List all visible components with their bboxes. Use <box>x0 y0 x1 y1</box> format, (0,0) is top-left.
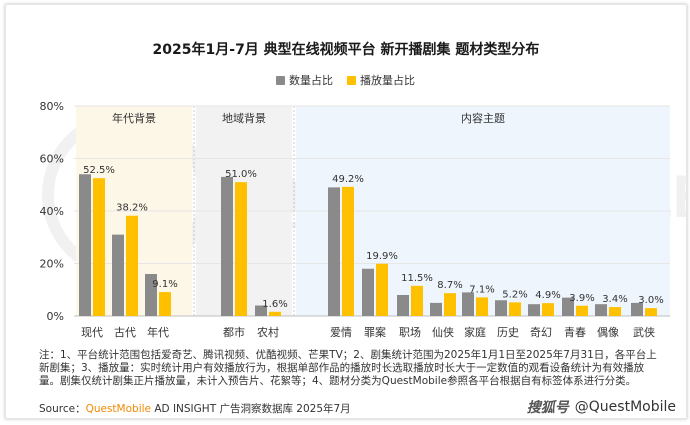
x-tick-label: 偶像 <box>597 326 619 339</box>
data-label-plays: 8.7% <box>437 280 462 291</box>
x-tick-label: 历史 <box>497 326 519 339</box>
x-tick-label: 爱情 <box>330 326 352 339</box>
bar-plays <box>269 311 281 316</box>
bar-count <box>79 174 91 316</box>
source-line: Source：QuestMobile AD INSIGHT 广告洞察数据库 20… <box>39 401 351 416</box>
data-label-plays: 49.2% <box>332 174 364 185</box>
bar-plays <box>376 263 388 316</box>
data-label-plays: 5.2% <box>502 289 527 300</box>
bar-count <box>631 302 643 316</box>
x-tick-label: 仙侠 <box>432 326 454 339</box>
x-tick-label: 罪案 <box>364 325 386 339</box>
chart-title: 2025年1月-7月 典型在线视频平台 新开播剧集 题材类型分布 <box>152 42 540 58</box>
x-tick-label: 家庭 <box>464 325 486 339</box>
x-tick-label: 都市 <box>223 325 245 339</box>
bar-count <box>362 268 374 316</box>
y-tick-label: 40% <box>40 205 64 218</box>
footnotes: 注：1、平台统计范围包括爱奇艺、腾讯视频、优酷视频、芒果TV；2、剧集统计范围为… <box>39 349 657 387</box>
legend: 数量占比 播放量占比 <box>276 72 415 88</box>
bar-plays <box>235 182 247 316</box>
bar-count <box>145 274 157 316</box>
data-label-plays: 11.5% <box>401 273 433 284</box>
source-brand: QuestMobile <box>85 403 151 415</box>
bar-plays <box>342 186 354 316</box>
bar-count <box>430 302 442 316</box>
y-tick-label: 20% <box>40 258 64 271</box>
x-tick-label: 奇幻 <box>530 326 552 339</box>
bar-count <box>495 300 507 316</box>
legend-label-count: 数量占比 <box>289 74 333 87</box>
watermark-logo: 搜狐号 <box>526 400 569 416</box>
legend-swatch-plays <box>347 75 356 85</box>
bar-plays <box>93 178 105 316</box>
bar-count <box>595 304 607 316</box>
bar-plays <box>645 308 657 316</box>
bar-count <box>112 234 124 316</box>
group-label: 地域背景 <box>222 111 266 125</box>
source-prefix: Source： <box>39 403 86 415</box>
bar-plays <box>509 302 521 316</box>
chart-card: QUEST MOBILE 2025年1月-7月 典型在线视频平台 新开播剧集 题… <box>5 4 687 419</box>
x-tick-label: 青春 <box>564 326 586 339</box>
bar-count <box>255 305 267 316</box>
data-label-plays: 52.5% <box>83 165 115 176</box>
x-tick-label: 武侠 <box>633 326 655 339</box>
x-tick-label: 古代 <box>114 326 136 339</box>
bar-count <box>528 304 540 316</box>
legend-item-count: 数量占比 <box>276 72 333 88</box>
data-label-plays: 51.0% <box>225 169 257 180</box>
bar-plays <box>444 293 456 316</box>
data-label-plays: 38.2% <box>116 203 148 214</box>
bar-chart-plot: 年代背景 地域背景 内容主题 0% 20% 40% 60% 80% 52.5% 现代 38.2% 古代… <box>40 100 670 339</box>
bar-plays <box>476 297 488 316</box>
bar-count <box>328 187 340 316</box>
legend-swatch-count <box>276 75 285 85</box>
data-label-plays: 1.6% <box>262 299 287 310</box>
data-label-plays: 7.1% <box>469 284 494 295</box>
bar-count <box>562 297 574 316</box>
watermark-handle: @QuestMobile <box>574 399 676 415</box>
x-tick-label: 年代 <box>147 325 169 339</box>
bar-count <box>397 295 409 316</box>
x-tick-label: 现代 <box>81 326 103 339</box>
group-label: 内容主题 <box>461 111 505 125</box>
y-tick-label: 80% <box>40 100 64 113</box>
platform-watermark: 搜狐号 @QuestMobile <box>527 397 676 417</box>
bar-count <box>462 292 474 316</box>
data-label-plays: 19.9% <box>366 251 398 262</box>
group-label: 年代背景 <box>112 111 156 125</box>
data-label-plays: 4.9% <box>535 290 560 301</box>
bar-plays <box>159 292 171 316</box>
bar-plays <box>609 307 621 316</box>
legend-item-plays: 播放量占比 <box>347 72 415 88</box>
bar-plays <box>576 305 588 316</box>
data-label-plays: 3.9% <box>569 293 594 304</box>
bar-count <box>221 176 233 316</box>
bar-plays <box>411 285 423 316</box>
bar-plays <box>126 215 138 316</box>
y-tick-label: 60% <box>40 153 64 166</box>
bar-plays <box>542 303 554 316</box>
x-tick-label: 职场 <box>399 325 421 339</box>
y-tick-label: 0% <box>47 310 64 323</box>
data-label-plays: 9.1% <box>152 279 177 290</box>
source-suffix: AD INSIGHT 广告洞察数据库 2025年7月 <box>151 403 351 415</box>
data-label-plays: 3.0% <box>638 295 663 306</box>
legend-label-plays: 播放量占比 <box>360 74 415 87</box>
x-tick-label: 农村 <box>257 325 279 339</box>
data-label-plays: 3.4% <box>602 294 627 305</box>
